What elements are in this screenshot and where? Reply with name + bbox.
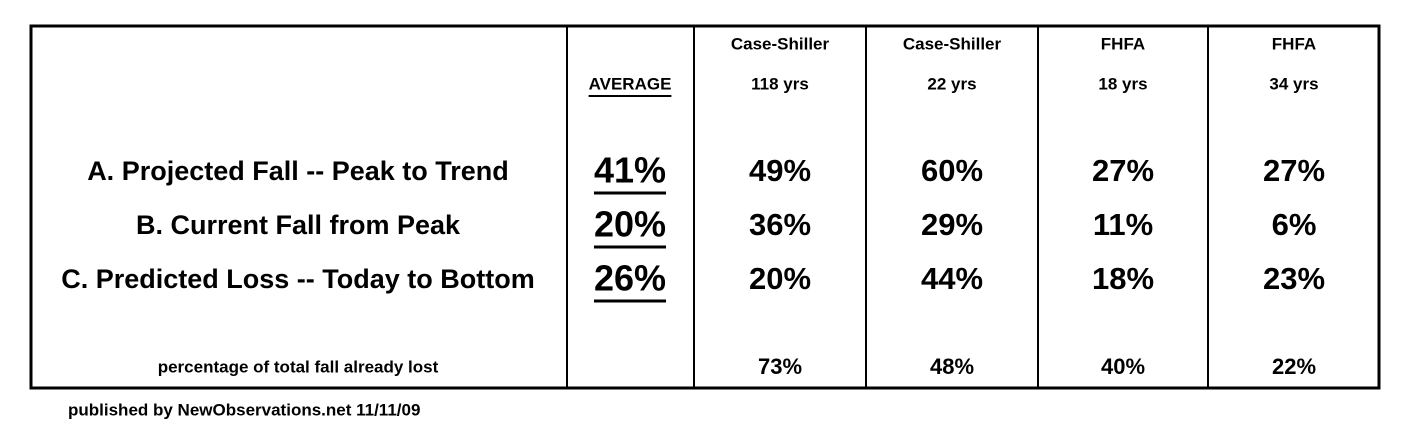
cell-value: 36% [749, 207, 811, 242]
cell-value: 60% [921, 153, 983, 188]
cell-value: 11% [1093, 207, 1153, 242]
column-subtitle: 22 yrs [927, 74, 976, 93]
row-label: B. Current Fall from Peak [136, 210, 461, 240]
average-value: 26% [594, 258, 666, 299]
column-subtitle: 118 yrs [751, 74, 809, 93]
table-border [29, 24, 1381, 390]
cell-value: 6% [1272, 207, 1317, 242]
row-label: A. Projected Fall -- Peak to Trend [87, 156, 509, 186]
column-title: AVERAGE [589, 74, 672, 93]
column-title: Case-Shiller [903, 34, 1002, 53]
summary-value: 48% [930, 354, 974, 379]
cell-value: 20% [749, 261, 811, 296]
cell-value: 49% [749, 153, 811, 188]
row-label: C. Predicted Loss -- Today to Bottom [61, 264, 535, 294]
column-subtitle: 34 yrs [1269, 74, 1318, 93]
cell-value: 27% [1092, 153, 1154, 188]
summary-label: percentage of total fall already lost [158, 357, 439, 376]
cell-value: 18% [1092, 261, 1154, 296]
column-subtitle: 18 yrs [1098, 74, 1147, 93]
cell-value: 27% [1263, 153, 1325, 188]
cell-value: 29% [921, 207, 983, 242]
column-title: FHFA [1101, 34, 1145, 53]
cell-value: 44% [921, 261, 983, 296]
footer: published by NewObservations.net 11/11/0… [68, 400, 420, 419]
summary-value: 73% [758, 354, 802, 379]
summary-value: 22% [1272, 354, 1316, 379]
column-title: FHFA [1272, 34, 1316, 53]
cell-value: 23% [1263, 261, 1325, 296]
summary-value: 40% [1101, 354, 1145, 379]
average-value: 20% [594, 204, 666, 245]
average-value: 41% [594, 150, 666, 191]
column-title: Case-Shiller [731, 34, 830, 53]
